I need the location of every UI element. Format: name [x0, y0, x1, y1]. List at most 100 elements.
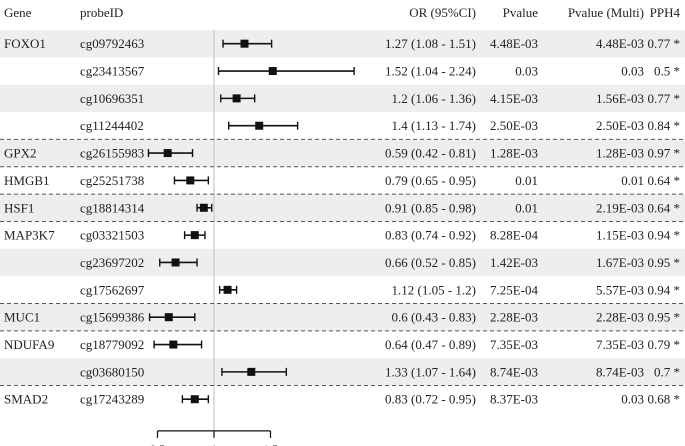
or-point: [164, 313, 173, 322]
pph4-label: 0.64 *: [648, 173, 681, 188]
pvalue-multi-label: 1.56E-03: [596, 91, 644, 106]
or-ci-label: 0.66 (0.52 - 0.85): [385, 255, 476, 270]
probe-label: cg03321503: [80, 228, 144, 243]
pph4-label: 0.84 *: [648, 118, 681, 133]
pvalue-label: 1.42E-03: [490, 255, 538, 270]
probe-label: cg23413567: [80, 64, 145, 79]
gene-label: SMAD2: [4, 392, 48, 407]
pph4-label: 0.7 *: [654, 364, 680, 379]
or-point: [190, 395, 199, 404]
or-ci-label: 1.4 (1.13 - 1.74): [392, 118, 477, 133]
pvalue-label: 2.28E-03: [490, 310, 538, 325]
or-point: [240, 39, 249, 48]
pvalue-multi-label: 2.28E-03: [596, 310, 644, 325]
gene-label: MUC1: [4, 310, 40, 325]
gene-label: MAP3K7: [4, 228, 55, 243]
pvalue-multi-label: 1.28E-03: [596, 146, 644, 161]
pph4-label: 0.94 *: [648, 228, 681, 243]
x-tick-label: 1: [211, 442, 217, 446]
or-ci-label: 1.2 (1.06 - 1.36): [392, 91, 477, 106]
row-shade: [0, 30, 685, 58]
header-probe: probeID: [80, 5, 123, 20]
probe-label: cg25251738: [80, 173, 144, 188]
pvalue-label: 8.74E-03: [490, 364, 538, 379]
or-ci-label: 1.52 (1.04 - 2.24): [385, 64, 476, 79]
or-ci-label: 0.83 (0.74 - 0.92): [385, 228, 476, 243]
or-ci-label: 1.12 (1.05 - 1.2): [392, 282, 477, 297]
pvalue-multi-label: 1.15E-03: [596, 228, 644, 243]
pph4-label: 0.68 *: [648, 392, 681, 407]
or-point: [232, 94, 241, 103]
gene-label: HMGB1: [4, 173, 50, 188]
pvalue-multi-label: 0.03: [621, 392, 644, 407]
or-ci-label: 1.33 (1.07 - 1.64): [385, 364, 476, 379]
pvalue-label: 0.01: [515, 173, 538, 188]
or-ci-label: 0.83 (0.72 - 0.95): [385, 392, 476, 407]
row-shade: [0, 194, 685, 222]
x-tick-label: 1.5: [263, 442, 278, 446]
pvalue-label: 2.50E-03: [490, 118, 538, 133]
or-point: [255, 121, 264, 130]
probe-label: cg17243289: [80, 392, 144, 407]
row-shade: [0, 84, 685, 113]
pph4-label: 0.95 *: [648, 255, 681, 270]
or-point: [223, 285, 232, 294]
row-shade: [0, 303, 685, 331]
probe-label: cg26155983: [80, 146, 144, 161]
row-shade: [0, 248, 685, 277]
pph4-label: 0.64 *: [648, 200, 681, 215]
pph4-label: 0.79 *: [648, 337, 681, 352]
or-point: [190, 231, 199, 240]
or-point: [171, 258, 180, 267]
row-shade: [0, 139, 685, 167]
or-ci-label: 0.64 (0.47 - 0.89): [385, 337, 476, 352]
pvalue-multi-label: 0.03: [621, 64, 644, 79]
probe-label: cg18814314: [80, 200, 145, 215]
pph4-label: 0.97 *: [648, 146, 681, 161]
pvalue-label: 0.03: [515, 64, 538, 79]
pvalue-label: 8.37E-03: [490, 392, 538, 407]
or-point: [199, 203, 208, 212]
or-ci-label: 0.91 (0.85 - 0.98): [385, 200, 476, 215]
or-ci-label: 0.6 (0.43 - 0.83): [392, 310, 477, 325]
or-ci-label: 1.27 (1.08 - 1.51): [385, 36, 476, 51]
probe-label: cg10696351: [80, 91, 144, 106]
pvalue-multi-label: 8.74E-03: [596, 364, 644, 379]
header-or: OR (95%CI): [409, 5, 476, 20]
gene-label: HSF1: [4, 200, 34, 215]
or-point: [247, 367, 256, 376]
probe-label: cg09792463: [80, 36, 144, 51]
pph4-label: 0.77 *: [648, 36, 681, 51]
pvalue-label: 4.48E-03: [490, 36, 538, 51]
probe-label: cg17562697: [80, 282, 145, 297]
pvalue-label: 0.01: [515, 200, 538, 215]
pvalue-multi-label: 4.48E-03: [596, 36, 644, 51]
row-shade: [0, 358, 685, 386]
pvalue-label: 7.35E-03: [490, 337, 538, 352]
header-gene: Gene: [4, 5, 32, 20]
or-point: [268, 67, 277, 76]
pvalue-multi-label: 2.19E-03: [596, 200, 644, 215]
pph4-label: 0.5 *: [654, 64, 680, 79]
probe-label: cg23697202: [80, 255, 144, 270]
or-ci-label: 0.79 (0.65 - 0.95): [385, 173, 476, 188]
header-pph4: PPH4: [650, 5, 681, 20]
pvalue-multi-label: 2.50E-03: [596, 118, 644, 133]
probe-label: cg18779092: [80, 337, 144, 352]
or-point: [169, 340, 178, 349]
pvalue-multi-label: 1.67E-03: [596, 255, 644, 270]
probe-label: cg11244402: [80, 118, 144, 133]
gene-label: GPX2: [4, 146, 37, 161]
or-point: [163, 149, 172, 158]
pvalue-label: 7.25E-04: [490, 282, 539, 297]
pvalue-label: 8.28E-04: [490, 228, 539, 243]
pvalue-multi-label: 5.57E-03: [596, 282, 644, 297]
or-point: [186, 176, 195, 185]
pvalue-label: 1.28E-03: [490, 146, 538, 161]
header-pvalue-multi: Pvalue (Multi): [568, 5, 644, 20]
x-tick-label: 0.5: [150, 442, 165, 446]
gene-label: NDUFA9: [4, 337, 54, 352]
probe-label: cg15699386: [80, 310, 145, 325]
